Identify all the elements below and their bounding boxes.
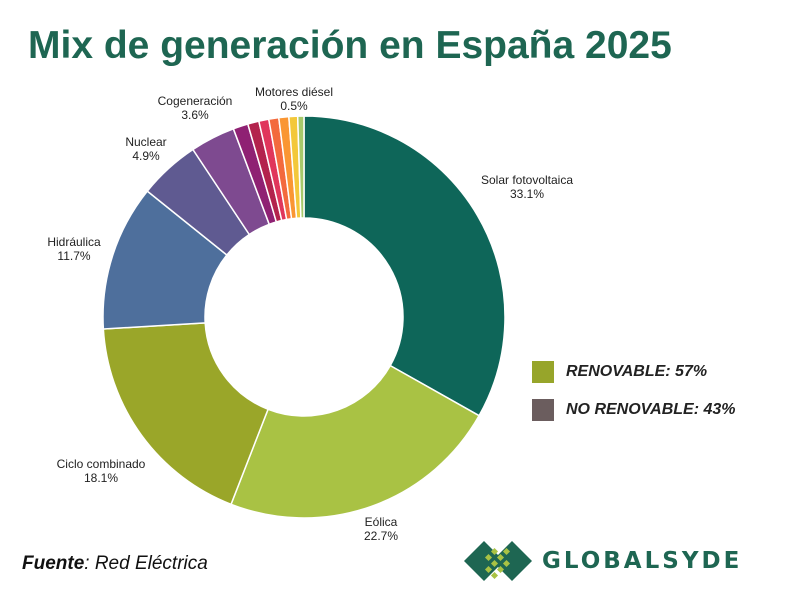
slice-label-ciclo-combinado: Ciclo combinado 18.1% — [57, 457, 146, 485]
slice-value: 0.5% — [280, 99, 308, 113]
slice-value: 3.6% — [181, 108, 209, 122]
slice-label-eolica: Eólica 22.7% — [364, 515, 398, 543]
legend-swatch-renovable — [532, 361, 554, 383]
slice-label-motores-diesel: Motores diésel 0.5% — [255, 85, 333, 113]
slice-value: 11.7% — [57, 249, 91, 263]
legend: RENOVABLE: 57% NO RENOVABLE: 43% — [532, 360, 736, 436]
source-prefix: Fuente — [22, 553, 85, 574]
legend-label-renovable: RENOVABLE: 57% — [566, 363, 708, 380]
legend-item-no-renovable: NO RENOVABLE: 43% — [532, 398, 736, 422]
logo-diamond-icon — [464, 541, 532, 581]
logo-text: GLOBALSYDE — [542, 548, 743, 574]
slice-name: Ciclo combinado — [56, 457, 146, 471]
slice-name: Hidráulica — [47, 235, 101, 249]
slice-motores-diesel — [296, 115, 305, 219]
slice-value: 18.1% — [83, 471, 119, 485]
slice-label-cogeneracion: Cogeneración 3.6% — [158, 94, 233, 122]
slice-label-solar-fotovoltaica: Solar fotovoltaica 33.1% — [481, 173, 573, 201]
slice-label-nuclear: Nuclear 4.9% — [125, 135, 166, 163]
slice-name: Cogeneración — [157, 94, 233, 108]
company-logo: GLOBALSYDE — [462, 539, 742, 583]
source-text: : Red Eléctrica — [84, 553, 208, 574]
slice-eolica — [230, 364, 481, 519]
slice-value: 33.1% — [509, 187, 545, 201]
slice-value: 4.9% — [132, 149, 160, 163]
source-note: Fuente: Red Eléctrica — [22, 553, 208, 575]
slice-name: Motores diésel — [254, 85, 334, 99]
legend-label-no-renovable: NO RENOVABLE: 43% — [566, 401, 736, 418]
slice-name: Nuclear — [125, 135, 167, 149]
slice-solar-fotovoltaica — [303, 115, 506, 417]
slice-value: 22.7% — [363, 529, 399, 543]
legend-item-renovable: RENOVABLE: 57% — [532, 360, 736, 384]
slice-name: Solar fotovoltaica — [480, 173, 574, 187]
legend-swatch-no-renovable — [532, 399, 554, 421]
slice-ciclo-combinado — [102, 322, 270, 506]
chart-title: Mix de generación en España 2025 — [28, 24, 672, 67]
slice-label-hidraulica: Hidráulica 11.7% — [47, 235, 100, 263]
slice-name: Eólica — [364, 515, 398, 529]
